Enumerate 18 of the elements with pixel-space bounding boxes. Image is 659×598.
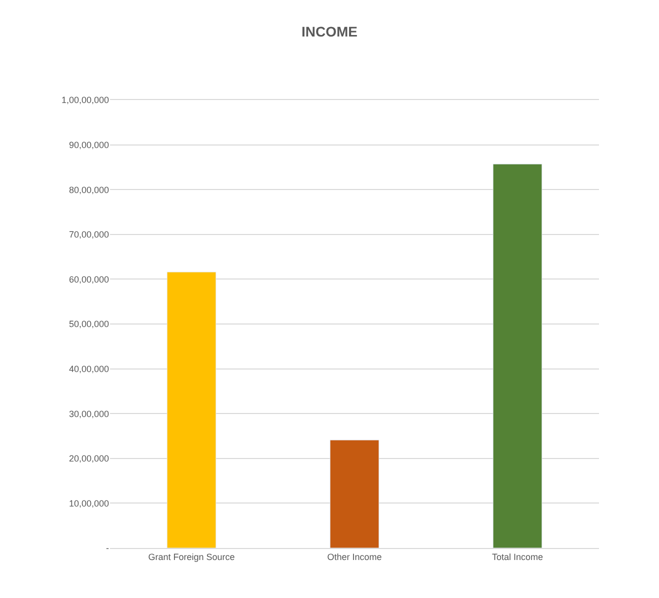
y-tick-label: 20,00,000 [68, 454, 109, 464]
y-tick-label: 70,00,000 [68, 230, 109, 240]
y-tick-label: 60,00,000 [68, 274, 109, 284]
bar [166, 272, 216, 548]
x-tick-label: Other Income [327, 552, 382, 562]
y-tick-label: 90,00,000 [68, 140, 109, 150]
y-tick-label: 50,00,000 [68, 319, 109, 330]
y-tick-label: 10,00,000 [68, 498, 109, 508]
bar [492, 164, 542, 548]
x-tick-label: Total Income [492, 552, 544, 562]
y-tick-label: - [106, 543, 109, 554]
y-tick-label: 1,00,00,000 [61, 95, 109, 106]
chart-title: INCOME [302, 24, 358, 40]
y-tick-label: 30,00,000 [68, 408, 109, 419]
bar [330, 440, 380, 548]
y-tick-label: 40,00,000 [68, 364, 109, 374]
y-tick-label: 80,00,000 [68, 184, 109, 195]
x-tick-label: Grant Foreign Source [148, 552, 235, 562]
